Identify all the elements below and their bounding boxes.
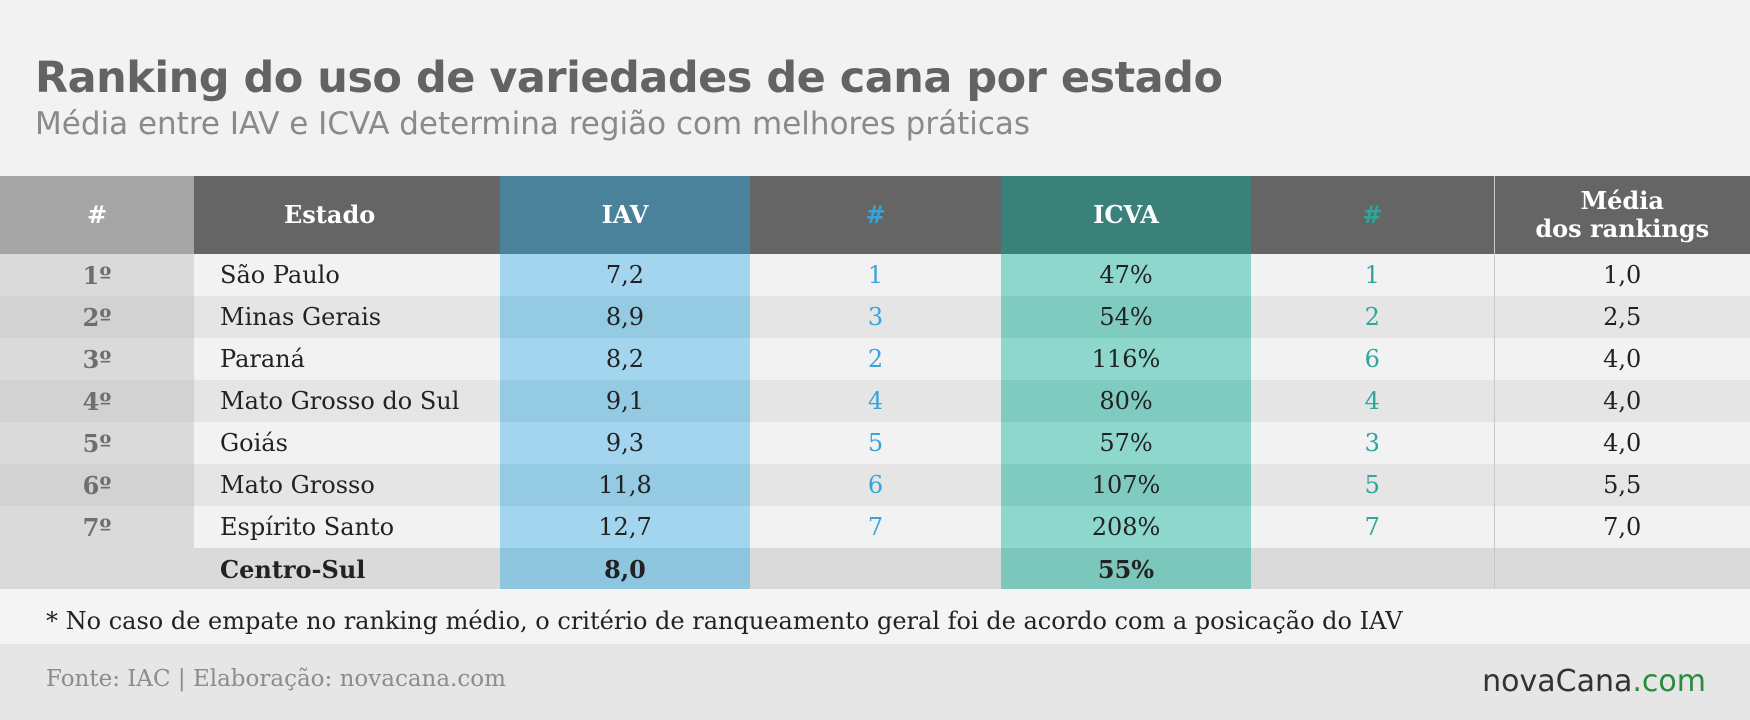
iav-cell: 12,7 <box>500 506 750 548</box>
state-cell: Mato Grosso do Sul <box>194 380 500 422</box>
iav-cell: 11,8 <box>500 464 750 506</box>
page-title: Ranking do uso de variedades de cana por… <box>35 53 1223 103</box>
total-row: Centro-Sul 8,0 55% <box>0 548 1750 590</box>
icva-cell: 80% <box>1001 380 1251 422</box>
icva-rank-cell: 3 <box>1251 422 1494 464</box>
table-row: 3º Paraná 8,2 2 116% 6 4,0 <box>0 338 1750 380</box>
column-header-state: Estado <box>194 176 500 254</box>
iav-rank-cell: 5 <box>750 422 1001 464</box>
column-header-average-line2: dos rankings <box>1535 214 1710 243</box>
note-band: * No caso de empate no ranking médio, o … <box>0 589 1750 644</box>
average-cell: 1,0 <box>1493 254 1750 296</box>
total-icva-rank-cell <box>1251 548 1494 590</box>
iav-rank-cell: 2 <box>750 338 1001 380</box>
page-subtitle: Média entre IAV e ICVA determina região … <box>35 106 1031 142</box>
table-row: 1º São Paulo 7,2 1 47% 1 1,0 <box>0 254 1750 296</box>
average-cell: 4,0 <box>1493 338 1750 380</box>
column-header-rank: # <box>0 176 194 254</box>
icva-rank-cell: 2 <box>1251 296 1494 338</box>
column-header-icva: ICVA <box>1001 176 1251 254</box>
iav-rank-cell: 7 <box>750 506 1001 548</box>
average-cell: 5,5 <box>1493 464 1750 506</box>
total-iav-cell: 8,0 <box>500 548 750 590</box>
rank-cell: 5º <box>0 422 194 464</box>
footer: Fonte: IAC | Elaboração: novacana.com no… <box>0 644 1750 720</box>
column-header-iav: IAV <box>500 176 750 254</box>
source-text: Fonte: IAC | Elaboração: novacana.com <box>46 666 506 692</box>
rank-cell: 6º <box>0 464 194 506</box>
header: Ranking do uso de variedades de cana por… <box>35 52 1223 144</box>
table-row: 6º Mato Grosso 11,8 6 107% 5 5,5 <box>0 464 1750 506</box>
iav-rank-cell: 4 <box>750 380 1001 422</box>
logo-main: novaCana <box>1482 664 1633 699</box>
brand-logo: novaCana.com <box>1482 664 1706 699</box>
icva-rank-cell: 6 <box>1251 338 1494 380</box>
iav-rank-cell: 6 <box>750 464 1001 506</box>
iav-cell: 9,3 <box>500 422 750 464</box>
total-label-cell: Centro-Sul <box>194 548 500 590</box>
icva-cell: 54% <box>1001 296 1251 338</box>
icva-rank-cell: 7 <box>1251 506 1494 548</box>
icva-cell: 47% <box>1001 254 1251 296</box>
icva-cell: 107% <box>1001 464 1251 506</box>
average-cell: 4,0 <box>1493 380 1750 422</box>
iav-cell: 8,2 <box>500 338 750 380</box>
footnote: * No caso de empate no ranking médio, o … <box>46 607 1403 635</box>
ranking-table: # Estado IAV # ICVA # Média dos rankings… <box>0 176 1750 590</box>
total-iav-rank-cell <box>750 548 1001 590</box>
logo-suffix: .com <box>1632 664 1706 699</box>
column-header-average-line1: Média <box>1580 186 1664 215</box>
total-average-cell <box>1493 548 1750 590</box>
total-icva-cell: 55% <box>1001 548 1251 590</box>
table-row: 5º Goiás 9,3 5 57% 3 4,0 <box>0 422 1750 464</box>
icva-rank-cell: 4 <box>1251 380 1494 422</box>
state-cell: Paraná <box>194 338 500 380</box>
table-row: 2º Minas Gerais 8,9 3 54% 2 2,5 <box>0 296 1750 338</box>
icva-rank-cell: 1 <box>1251 254 1494 296</box>
rank-cell: 3º <box>0 338 194 380</box>
iav-rank-cell: 3 <box>750 296 1001 338</box>
iav-cell: 7,2 <box>500 254 750 296</box>
icva-rank-cell: 5 <box>1251 464 1494 506</box>
state-cell: Goiás <box>194 422 500 464</box>
state-cell: São Paulo <box>194 254 500 296</box>
rank-cell: 4º <box>0 380 194 422</box>
rank-cell: 1º <box>0 254 194 296</box>
column-header-average: Média dos rankings <box>1493 176 1750 254</box>
total-rank-cell <box>0 548 194 590</box>
iav-rank-cell: 1 <box>750 254 1001 296</box>
average-cell: 7,0 <box>1493 506 1750 548</box>
column-header-icva-rank: # <box>1251 176 1494 254</box>
icva-cell: 116% <box>1001 338 1251 380</box>
rank-cell: 2º <box>0 296 194 338</box>
average-cell: 4,0 <box>1493 422 1750 464</box>
icva-cell: 57% <box>1001 422 1251 464</box>
table-row: 4º Mato Grosso do Sul 9,1 4 80% 4 4,0 <box>0 380 1750 422</box>
iav-cell: 8,9 <box>500 296 750 338</box>
table-header-row: # Estado IAV # ICVA # Média dos rankings <box>0 176 1750 254</box>
state-cell: Minas Gerais <box>194 296 500 338</box>
state-cell: Mato Grosso <box>194 464 500 506</box>
icva-cell: 208% <box>1001 506 1251 548</box>
column-header-iav-rank: # <box>750 176 1001 254</box>
rank-cell: 7º <box>0 506 194 548</box>
average-cell: 2,5 <box>1493 296 1750 338</box>
table-row: 7º Espírito Santo 12,7 7 208% 7 7,0 <box>0 506 1750 548</box>
iav-cell: 9,1 <box>500 380 750 422</box>
state-cell: Espírito Santo <box>194 506 500 548</box>
